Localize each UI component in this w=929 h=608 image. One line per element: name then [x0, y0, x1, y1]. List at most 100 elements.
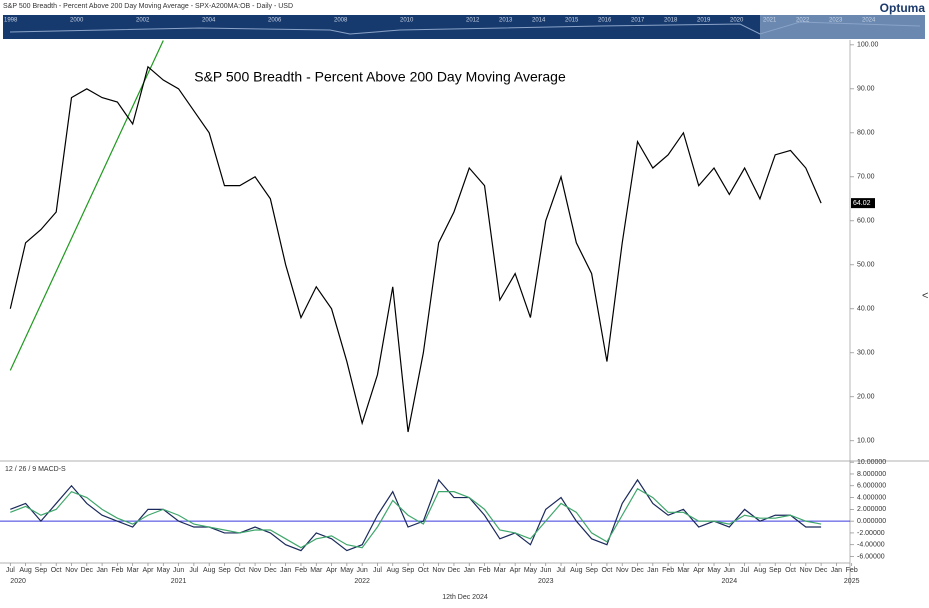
x-tick-label: May	[340, 567, 354, 574]
y-tick-label: 10.00000	[857, 459, 886, 466]
x-tick-label: Jul	[373, 567, 382, 574]
overview-window[interactable]	[760, 15, 925, 39]
x-tick-label: Nov	[616, 567, 629, 574]
x-tick-label: Sep	[769, 567, 782, 574]
x-tick-label: May	[524, 567, 538, 574]
x-tick-label: Mar	[310, 567, 323, 574]
x-tick-label: Nov	[65, 567, 78, 574]
series-line	[10, 478, 822, 552]
x-tick-label: Oct	[601, 567, 612, 574]
x-tick-label: Dec	[264, 567, 277, 574]
x-tick-label: Dec	[448, 567, 461, 574]
overview-year: 2024	[862, 18, 876, 24]
x-tick-label: Aug	[570, 567, 583, 574]
x-tick-label: Aug	[19, 567, 32, 574]
brand: Optuma	[880, 1, 926, 15]
y-tick-label: 8.000000	[857, 471, 886, 478]
x-tick-label: Apr	[693, 567, 705, 574]
year-label: 2025	[844, 578, 860, 585]
x-tick-label: Jun	[173, 567, 184, 574]
x-tick-label: Dec	[81, 567, 94, 574]
year-label: 2024	[722, 578, 738, 585]
x-tick-label: Oct	[234, 567, 245, 574]
x-tick-label: Jun	[540, 567, 551, 574]
y-tick-label: -2.00000	[857, 530, 885, 537]
chart-title: S&P 500 Breadth - Percent Above 200 Day …	[194, 69, 566, 85]
overview-year: 2012	[466, 18, 480, 24]
footer-date: 12th Dec 2024	[442, 594, 488, 601]
last-value-box	[851, 198, 875, 209]
overview-year: 2015	[565, 18, 579, 24]
overview-year: 2010	[400, 18, 414, 24]
x-tick-label: Dec	[631, 567, 644, 574]
x-tick-label: Sep	[218, 567, 231, 574]
overview-year: 2008	[334, 18, 348, 24]
collapse-button[interactable]: <	[922, 290, 928, 302]
y-tick-label: 40.00	[857, 306, 875, 313]
x-tick-label: Jan	[831, 567, 842, 574]
overview-year: 2014	[532, 18, 546, 24]
overview-year: 2016	[598, 18, 612, 24]
x-tick-label: Aug	[203, 567, 216, 574]
y-tick-label: 70.00	[857, 174, 875, 181]
y-tick-label: 30.00	[857, 350, 875, 357]
x-tick-label: Jul	[557, 567, 566, 574]
y-tick-label: -4.00000	[857, 542, 885, 549]
year-label: 2023	[538, 578, 554, 585]
y-tick-label: 60.00	[857, 218, 875, 225]
x-tick-label: Feb	[111, 567, 123, 574]
x-tick-label: Jan	[647, 567, 658, 574]
overview-year: 2019	[697, 18, 711, 24]
y-tick-label: 10.00	[857, 438, 875, 445]
x-tick-label: Oct	[418, 567, 429, 574]
x-tick-label: Oct	[785, 567, 796, 574]
x-tick-label: Nov	[432, 567, 445, 574]
year-label: 2020	[10, 578, 26, 585]
y-tick-label: -6.00000	[857, 553, 885, 560]
x-tick-label: Mar	[127, 567, 140, 574]
overview-year: 2023	[829, 18, 843, 24]
header-text: S&P 500 Breadth - Percent Above 200 Day …	[3, 3, 293, 10]
y-tick-label: 50.00	[857, 262, 875, 269]
x-tick-label: Sep	[35, 567, 48, 574]
x-tick-label: Nov	[800, 567, 813, 574]
x-tick-label: Feb	[295, 567, 307, 574]
overview-line	[9, 21, 921, 35]
x-tick-label: Jul	[6, 567, 15, 574]
x-tick-label: Apr	[143, 567, 155, 574]
overview-year: 2006	[268, 18, 282, 24]
overview-year: 1998	[4, 18, 18, 24]
x-tick-label: Sep	[585, 567, 598, 574]
x-tick-label: May	[707, 567, 721, 574]
y-tick-label: 4.000000	[857, 494, 886, 501]
y-tick-label: 6.000000	[857, 483, 886, 490]
y-tick-label: 100.00	[857, 42, 879, 49]
overview-year: 2020	[730, 18, 744, 24]
x-tick-label: Aug	[754, 567, 767, 574]
x-tick-label: Apr	[326, 567, 338, 574]
overview-year: 2002	[136, 18, 150, 24]
x-tick-label: Jun	[357, 567, 368, 574]
y-tick-label: 0.000000	[857, 518, 886, 525]
x-tick-label: Feb	[846, 567, 858, 574]
x-tick-label: Jan	[464, 567, 475, 574]
year-label: 2022	[354, 578, 370, 585]
x-tick-label: Oct	[51, 567, 62, 574]
series-line	[9, 65, 822, 433]
y-tick-label: 90.00	[857, 86, 875, 93]
x-tick-label: Aug	[387, 567, 400, 574]
overview-year: 2021	[763, 18, 777, 24]
panel-title: 12 / 26 / 9 MACD-S	[5, 466, 66, 473]
overview-year: 2022	[796, 18, 810, 24]
x-tick-label: Jul	[740, 567, 749, 574]
x-tick-label: Jul	[189, 567, 198, 574]
trendline	[9, 40, 164, 371]
x-tick-label: Mar	[494, 567, 507, 574]
y-tick-label: 80.00	[857, 130, 875, 137]
x-tick-label: Dec	[815, 567, 828, 574]
x-tick-label: Feb	[662, 567, 674, 574]
overview-year: 2013	[499, 18, 513, 24]
x-tick-label: May	[157, 567, 171, 574]
